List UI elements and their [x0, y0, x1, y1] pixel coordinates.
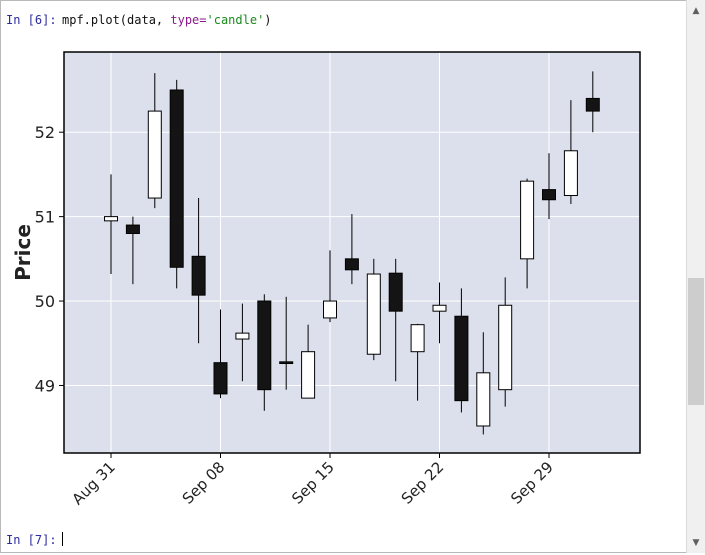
candle-down — [585, 97, 600, 112]
candle-up — [147, 110, 162, 199]
y-tick-label: 51 — [35, 208, 55, 227]
vertical-scrollbar[interactable]: ▲ ▼ — [686, 0, 705, 553]
text-cursor — [62, 532, 63, 546]
candle-up — [520, 180, 535, 260]
candle-up — [432, 304, 447, 312]
triangle-down-icon[interactable]: ▼ — [692, 537, 700, 548]
code-string: 'candle' — [206, 13, 265, 27]
candle-down — [542, 189, 556, 201]
candle-down — [257, 300, 272, 391]
in6-prompt: In [6]: — [6, 13, 57, 27]
candle-down — [279, 361, 294, 365]
candle-up — [498, 304, 513, 391]
candlestick-chart: 49 50 51 52 Aug 31 Sep 08 Sep 15 Sep 22 Sep 29 Pr… — [11, 51, 641, 508]
y-tick-label: 50 — [35, 292, 55, 311]
candle-down — [125, 224, 140, 235]
candle-up — [410, 324, 425, 353]
candle-up — [563, 150, 578, 197]
candle-up — [323, 300, 337, 319]
candle-down — [344, 258, 359, 271]
scroll-thumb[interactable] — [688, 278, 704, 405]
y-tick-label: 52 — [35, 123, 55, 142]
candle-up — [366, 273, 381, 355]
in6-code[interactable]: mpf.plot(data, type='candle') — [62, 13, 272, 27]
x-tick-label: Sep 29 — [507, 458, 557, 508]
y-axis-label: Price — [11, 224, 35, 281]
candle-up — [301, 351, 316, 399]
x-tick-label: Sep 08 — [179, 458, 229, 508]
candle-down — [213, 362, 228, 395]
candle-up — [104, 216, 118, 222]
code-keyword: type= — [170, 13, 207, 27]
candle-down — [191, 255, 206, 296]
in7-code-input[interactable] — [62, 533, 662, 547]
candle-down — [388, 272, 403, 312]
x-tick-label: Sep 22 — [398, 458, 448, 508]
plot-frame — [63, 51, 641, 454]
code-close: ) — [264, 13, 272, 27]
candle-up — [476, 372, 491, 427]
code-call: mpf.plot(data, — [62, 13, 171, 27]
triangle-up-icon[interactable]: ▲ — [692, 5, 700, 16]
x-tick-label: Sep 15 — [288, 458, 338, 508]
candle-up — [235, 332, 250, 340]
y-tick-label: 49 — [35, 376, 55, 395]
x-tick-label: Aug 31 — [69, 458, 119, 508]
candle-down — [454, 315, 469, 402]
candle-down — [169, 89, 184, 268]
in7-prompt: In [7]: — [6, 533, 57, 547]
